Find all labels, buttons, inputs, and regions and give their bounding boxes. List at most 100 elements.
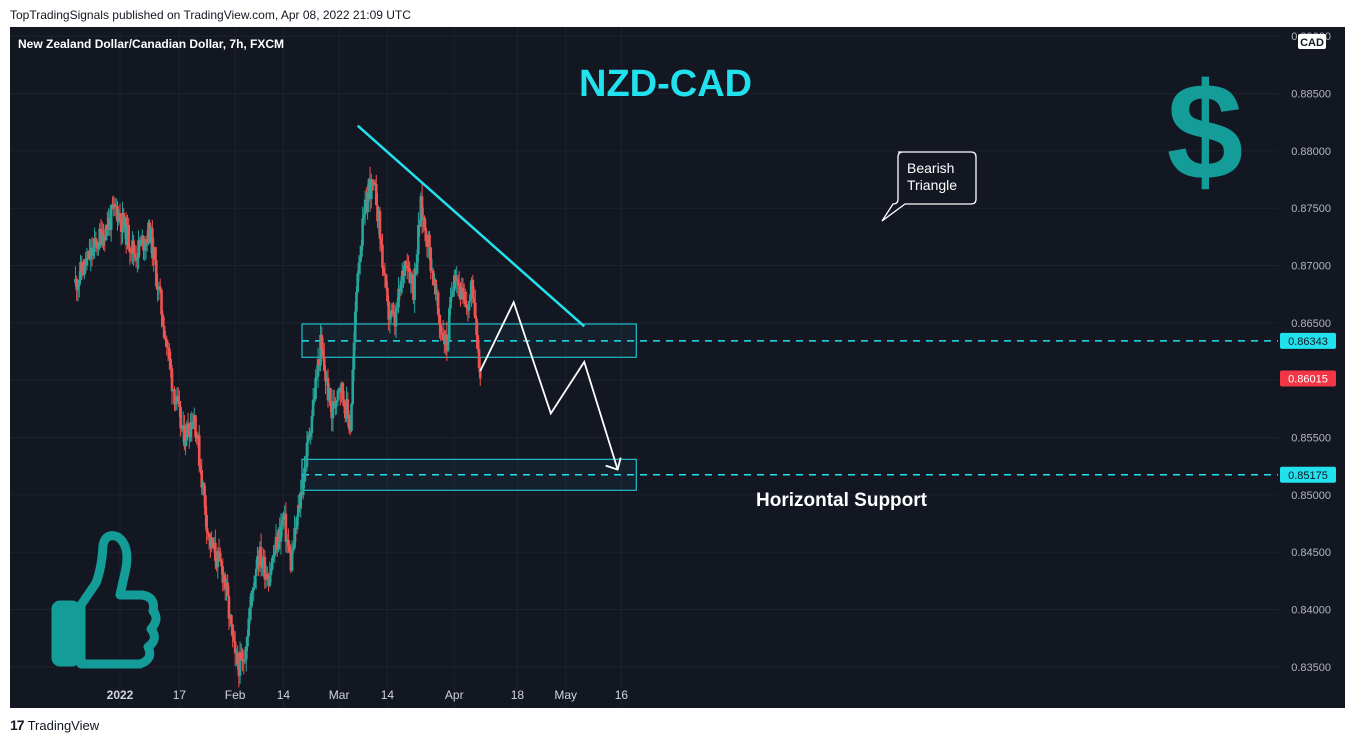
x-tick-label: 2022 [107, 688, 134, 702]
candle [179, 401, 182, 437]
x-tick-label: Mar [329, 688, 350, 702]
candle [306, 431, 310, 456]
y-tick-label: 0.84000 [1291, 604, 1331, 616]
price-axis: 0.890000.885000.880000.875000.870000.865… [1280, 31, 1336, 674]
candle [165, 335, 169, 356]
publisher-line: TopTradingSignals published on TradingVi… [10, 8, 411, 22]
candle [311, 387, 315, 420]
candle [336, 389, 340, 407]
candle [465, 291, 468, 315]
candle [152, 237, 155, 272]
candle [299, 479, 303, 518]
candle [232, 630, 236, 642]
chart-title: NZD-CAD [579, 63, 752, 105]
footer-brand[interactable]: 17 TradingView [10, 717, 99, 733]
y-tick-label: 0.88500 [1291, 89, 1331, 101]
y-tick-label: 0.86500 [1291, 318, 1331, 330]
footer-brand-label: TradingView [27, 717, 100, 733]
svg-text:0.85175: 0.85175 [1288, 470, 1328, 482]
candle [241, 648, 244, 672]
candle [240, 643, 243, 661]
candle [441, 320, 445, 341]
candle [168, 342, 171, 371]
candle [436, 289, 440, 318]
candle [173, 386, 176, 411]
svg-text:CAD: CAD [1300, 37, 1324, 49]
candle [293, 515, 296, 550]
candle [417, 212, 420, 263]
candle [132, 234, 135, 266]
candle [149, 224, 153, 253]
y-tick-label: 0.85000 [1291, 490, 1331, 502]
candlestick-series [74, 166, 482, 688]
chart-panel[interactable]: 0.890000.885000.880000.875000.870000.865… [10, 27, 1345, 708]
callout-line-2: Triangle [907, 177, 957, 193]
candle [153, 246, 157, 266]
candle [186, 412, 190, 435]
candle [474, 289, 477, 319]
candle [356, 270, 359, 294]
last-price-label: 0.86015 [1280, 370, 1336, 387]
candle [156, 273, 159, 302]
candle [429, 247, 433, 280]
zone-box-1[interactable] [301, 458, 637, 491]
candle [218, 547, 222, 563]
candle [454, 269, 457, 289]
x-tick-label: 16 [615, 688, 629, 702]
candle [374, 174, 378, 206]
candle [249, 591, 253, 621]
currency-label: CAD [1298, 34, 1326, 49]
candle [322, 342, 326, 373]
candle [404, 260, 408, 272]
candle [127, 217, 130, 252]
candle [284, 502, 288, 553]
price-chart[interactable]: 0.890000.885000.880000.875000.870000.865… [10, 27, 1345, 708]
candle [446, 338, 450, 353]
projection-path[interactable] [479, 299, 619, 470]
candle [449, 287, 452, 316]
candle [128, 245, 132, 265]
callout-line-1: Bearish [907, 160, 954, 176]
candle [80, 255, 84, 281]
candle [452, 270, 456, 297]
candle [438, 308, 441, 339]
candle [477, 339, 481, 373]
candle [448, 305, 451, 343]
candle [226, 574, 230, 597]
candle [157, 282, 161, 301]
candle [334, 397, 337, 416]
candle [355, 286, 358, 324]
candle [98, 223, 101, 251]
candle [420, 183, 424, 234]
candle [233, 631, 237, 667]
zone-box-0[interactable] [301, 323, 637, 358]
projection-arrowhead [605, 457, 622, 471]
y-tick-label: 0.83500 [1291, 662, 1331, 674]
candle [439, 315, 442, 342]
y-tick-label: 0.85500 [1291, 433, 1331, 445]
candle [161, 310, 165, 327]
candle [296, 494, 300, 526]
candle [361, 206, 364, 251]
candle [169, 351, 172, 378]
candle [467, 300, 471, 318]
candle [162, 316, 166, 340]
candle [389, 303, 393, 323]
level-price-label: 0.86343 [1280, 332, 1336, 349]
candle [93, 227, 96, 259]
x-tick-label: Feb [225, 688, 246, 702]
candle [391, 302, 394, 317]
thumbs-up-icon [51, 531, 161, 669]
candle [166, 340, 170, 362]
support-label: Horizontal Support [756, 490, 928, 511]
candle [200, 458, 204, 495]
candle [397, 277, 400, 314]
grid [10, 27, 1278, 708]
candle [205, 506, 208, 545]
candle [259, 533, 263, 577]
dollar-sign-icon: $ [1167, 55, 1244, 209]
triangle-trendline[interactable] [356, 124, 586, 328]
candle [238, 641, 242, 684]
candle [288, 541, 291, 554]
candle [109, 203, 113, 242]
